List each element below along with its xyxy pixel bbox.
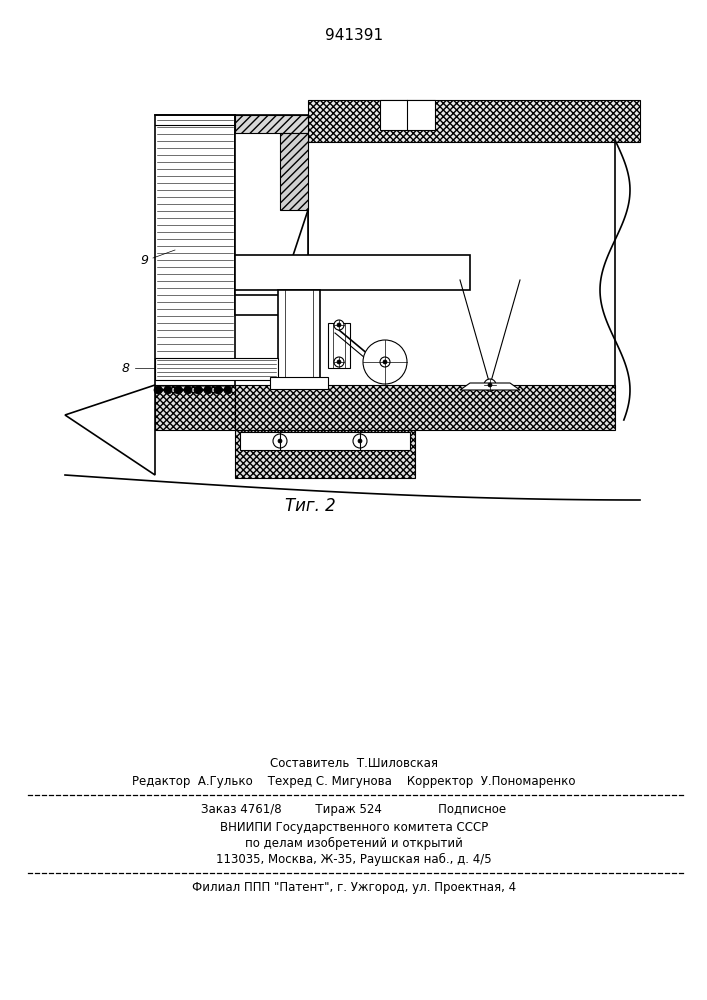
- Circle shape: [164, 386, 172, 394]
- Polygon shape: [280, 133, 308, 210]
- Text: 941391: 941391: [325, 28, 383, 43]
- Text: 8: 8: [122, 361, 130, 374]
- Circle shape: [273, 434, 287, 448]
- Circle shape: [204, 386, 212, 394]
- Bar: [308, 100, 640, 142]
- Text: Составитель  Т.Шиловская: Составитель Т.Шиловская: [270, 757, 438, 770]
- Bar: [308, 140, 615, 390]
- Circle shape: [194, 386, 202, 394]
- Bar: [235, 115, 308, 133]
- Text: ВНИИПИ Государственного комитета СССР: ВНИИПИ Государственного комитета СССР: [220, 821, 488, 834]
- Bar: [65, 95, 645, 495]
- Circle shape: [353, 434, 367, 448]
- Circle shape: [383, 360, 387, 364]
- Polygon shape: [235, 133, 308, 295]
- Circle shape: [184, 386, 192, 394]
- Circle shape: [224, 386, 232, 394]
- Text: Τиг. 2: Τиг. 2: [285, 497, 335, 515]
- Bar: [235, 430, 415, 478]
- Bar: [235, 115, 308, 315]
- Bar: [155, 115, 235, 395]
- Circle shape: [334, 320, 344, 330]
- Circle shape: [484, 379, 496, 391]
- Bar: [240, 432, 410, 450]
- Text: Филиал ППП "Патент", г. Ужгород, ул. Проектная, 4: Филиал ППП "Патент", г. Ужгород, ул. Про…: [192, 881, 516, 894]
- Bar: [270, 377, 328, 389]
- Text: Редактор  А.Гулько    Техред С. Мигунова    Корректор  У.Пономаренко: Редактор А.Гулько Техред С. Мигунова Кор…: [132, 775, 575, 788]
- Bar: [155, 385, 235, 430]
- Circle shape: [380, 357, 390, 367]
- Bar: [278, 290, 320, 387]
- Circle shape: [337, 323, 341, 327]
- Text: Заказ 4761/8         Тираж 524               Подписное: Заказ 4761/8 Тираж 524 Подписное: [201, 803, 506, 816]
- Circle shape: [278, 439, 282, 443]
- Circle shape: [334, 357, 344, 367]
- Circle shape: [174, 386, 182, 394]
- Circle shape: [154, 386, 162, 394]
- Circle shape: [488, 383, 492, 387]
- Polygon shape: [65, 385, 155, 475]
- Circle shape: [214, 386, 222, 394]
- Text: 113035, Москва, Ж-35, Раушская наб., д. 4/5: 113035, Москва, Ж-35, Раушская наб., д. …: [216, 853, 492, 866]
- Circle shape: [358, 439, 362, 443]
- Bar: [380, 100, 435, 130]
- Text: 9: 9: [140, 253, 148, 266]
- Bar: [235, 385, 615, 430]
- Text: по делам изобретений и открытий: по делам изобретений и открытий: [245, 837, 463, 850]
- Bar: [328, 323, 350, 368]
- Circle shape: [363, 340, 407, 384]
- Polygon shape: [460, 383, 520, 390]
- Bar: [155, 358, 278, 380]
- Circle shape: [337, 360, 341, 364]
- Bar: [235, 255, 470, 290]
